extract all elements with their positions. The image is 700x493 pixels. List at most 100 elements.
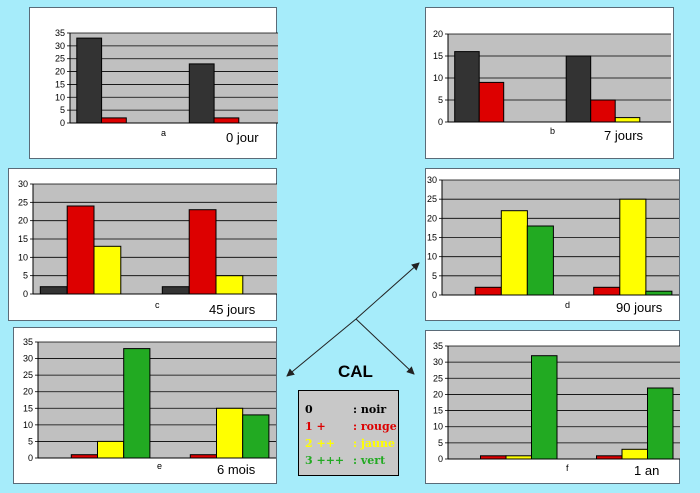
chart-panel-1-an: 0 5 10 15 20 25 30 35 f 1 an (425, 330, 680, 484)
y-tick-label: 10 (433, 422, 443, 432)
y-tick-label: 20 (427, 213, 437, 223)
y-tick-label: 15 (433, 406, 443, 416)
bar-noir-group-2 (565, 55, 592, 123)
bar-chart-7-jours: 0 5 10 15 20 b (433, 29, 671, 136)
y-tick-label: 5 (438, 95, 443, 105)
bar-rouge-group-1 (66, 205, 95, 295)
y-tick-label: 25 (433, 373, 443, 383)
legend-text: : vert (353, 454, 386, 467)
panel-letter: e (157, 461, 162, 471)
chart-panel-0-jour: 0 5 10 15 20 25 30 35 a 0 jour (29, 7, 278, 159)
arrow-to-6-mois (286, 318, 357, 377)
bar-vert-group-2 (647, 387, 674, 460)
bar-vert-group-1 (526, 225, 554, 296)
y-tick-label: 25 (55, 54, 65, 64)
y-tick-label: 15 (55, 79, 65, 89)
legend-row-3: 3 +++ : vert (305, 454, 397, 468)
panel-title: 6 mois (217, 462, 256, 477)
panel-title: 7 jours (604, 128, 644, 143)
arrow-to-1-an (355, 318, 415, 375)
legend-key: 3 +++ (305, 454, 345, 467)
plot-area (448, 346, 680, 459)
panel-letter: f (566, 463, 569, 473)
bar-chart-90-jours: 0 5 10 15 20 25 30 d (427, 175, 679, 310)
bar-jaune-group-1 (500, 210, 528, 296)
bar-vert-group-2 (645, 290, 673, 296)
bar-noir-group-1 (76, 37, 103, 124)
y-tick-label: 30 (427, 175, 437, 185)
legend-key: 0 (305, 403, 313, 416)
y-tick-label: 5 (60, 105, 65, 115)
y-tick-label: 20 (433, 389, 443, 399)
y-tick-label: 10 (433, 73, 443, 83)
bar-chart-45-jours: 0 5 10 15 20 25 30 c (18, 179, 277, 310)
y-tick-label: 30 (433, 357, 443, 367)
bar-vert-group-1 (123, 348, 151, 459)
legend-box: 0 : noir 1 + : rouge 2 ++ : jaune 3 +++ … (298, 390, 399, 476)
bar-rouge-group-2 (188, 209, 217, 295)
y-tick-label: 0 (438, 117, 443, 127)
y-tick-label: 10 (18, 252, 28, 262)
y-tick-label: 25 (427, 194, 437, 204)
panel-letter: d (565, 300, 570, 310)
y-tick-label: 35 (23, 337, 33, 347)
panel-title: 45 jours (209, 302, 256, 317)
bar-noir-group-2 (188, 63, 215, 124)
y-tick-label: 5 (23, 271, 28, 281)
bar-chart-0-jour: 0 5 10 15 20 25 30 35 a (55, 28, 278, 138)
y-tick-label: 0 (23, 289, 28, 299)
y-tick-label: 30 (18, 179, 28, 189)
y-tick-label: 10 (23, 420, 33, 430)
panel-title: 90 jours (616, 300, 663, 315)
y-tick-label: 15 (433, 51, 443, 61)
legend-row-1: 1 + : rouge (305, 420, 397, 434)
panel-title: 0 jour (226, 130, 259, 145)
panel-letter: b (550, 126, 555, 136)
bar-rouge-group-1 (478, 81, 505, 123)
y-tick-label: 0 (60, 118, 65, 128)
legend-row-0: 0 : noir (305, 403, 397, 417)
bar-chart-1-an: 0 5 10 15 20 25 30 35 f (433, 341, 680, 473)
y-tick-label: 25 (18, 197, 28, 207)
plot-area (70, 33, 278, 123)
legend-key: 1 + (305, 420, 326, 433)
y-tick-label: 20 (23, 387, 33, 397)
bar-jaune-group-2 (215, 275, 244, 295)
y-tick-label: 5 (28, 436, 33, 446)
legend-row-2: 2 ++ : jaune (305, 437, 397, 451)
chart-panel-45-jours: 0 5 10 15 20 25 30 c 45 jours (8, 168, 277, 321)
legend-text: : jaune (353, 437, 395, 450)
y-tick-label: 20 (55, 67, 65, 77)
y-tick-label: 35 (433, 341, 443, 351)
bar-rouge-group-1 (101, 117, 127, 124)
bar-vert-group-1 (531, 355, 558, 460)
legend-key: 2 ++ (305, 437, 335, 450)
y-tick-label: 0 (432, 290, 437, 300)
y-tick-label: 30 (55, 41, 65, 51)
bar-jaune-group-2 (619, 198, 647, 296)
y-tick-label: 20 (433, 29, 443, 39)
legend-text: : noir (353, 403, 387, 416)
bar-vert-group-2 (242, 414, 270, 459)
bar-rouge-group-2 (213, 117, 240, 124)
y-tick-label: 0 (438, 454, 443, 464)
legend-text: : rouge (353, 420, 397, 433)
chart-panel-90-jours: 0 5 10 15 20 25 30 d 90 jours (425, 168, 680, 321)
panel-letter: c (155, 300, 160, 310)
bar-jaune-group-1 (93, 245, 122, 295)
y-tick-label: 0 (28, 453, 33, 463)
bar-rouge-group-2 (590, 99, 616, 123)
panel-title: 1 an (634, 463, 660, 478)
bar-jaune-group-2 (614, 117, 641, 123)
y-tick-label: 15 (427, 233, 437, 243)
y-tick-label: 5 (438, 438, 443, 448)
center-label: CAL (338, 362, 373, 381)
y-tick-label: 20 (18, 216, 28, 226)
bar-chart-6-mois: 0 5 10 15 20 25 30 35 e (23, 337, 276, 471)
y-tick-label: 30 (23, 354, 33, 364)
y-tick-label: 10 (427, 252, 437, 262)
y-tick-label: 10 (55, 92, 65, 102)
y-tick-label: 5 (432, 271, 437, 281)
y-tick-label: 35 (55, 28, 65, 38)
